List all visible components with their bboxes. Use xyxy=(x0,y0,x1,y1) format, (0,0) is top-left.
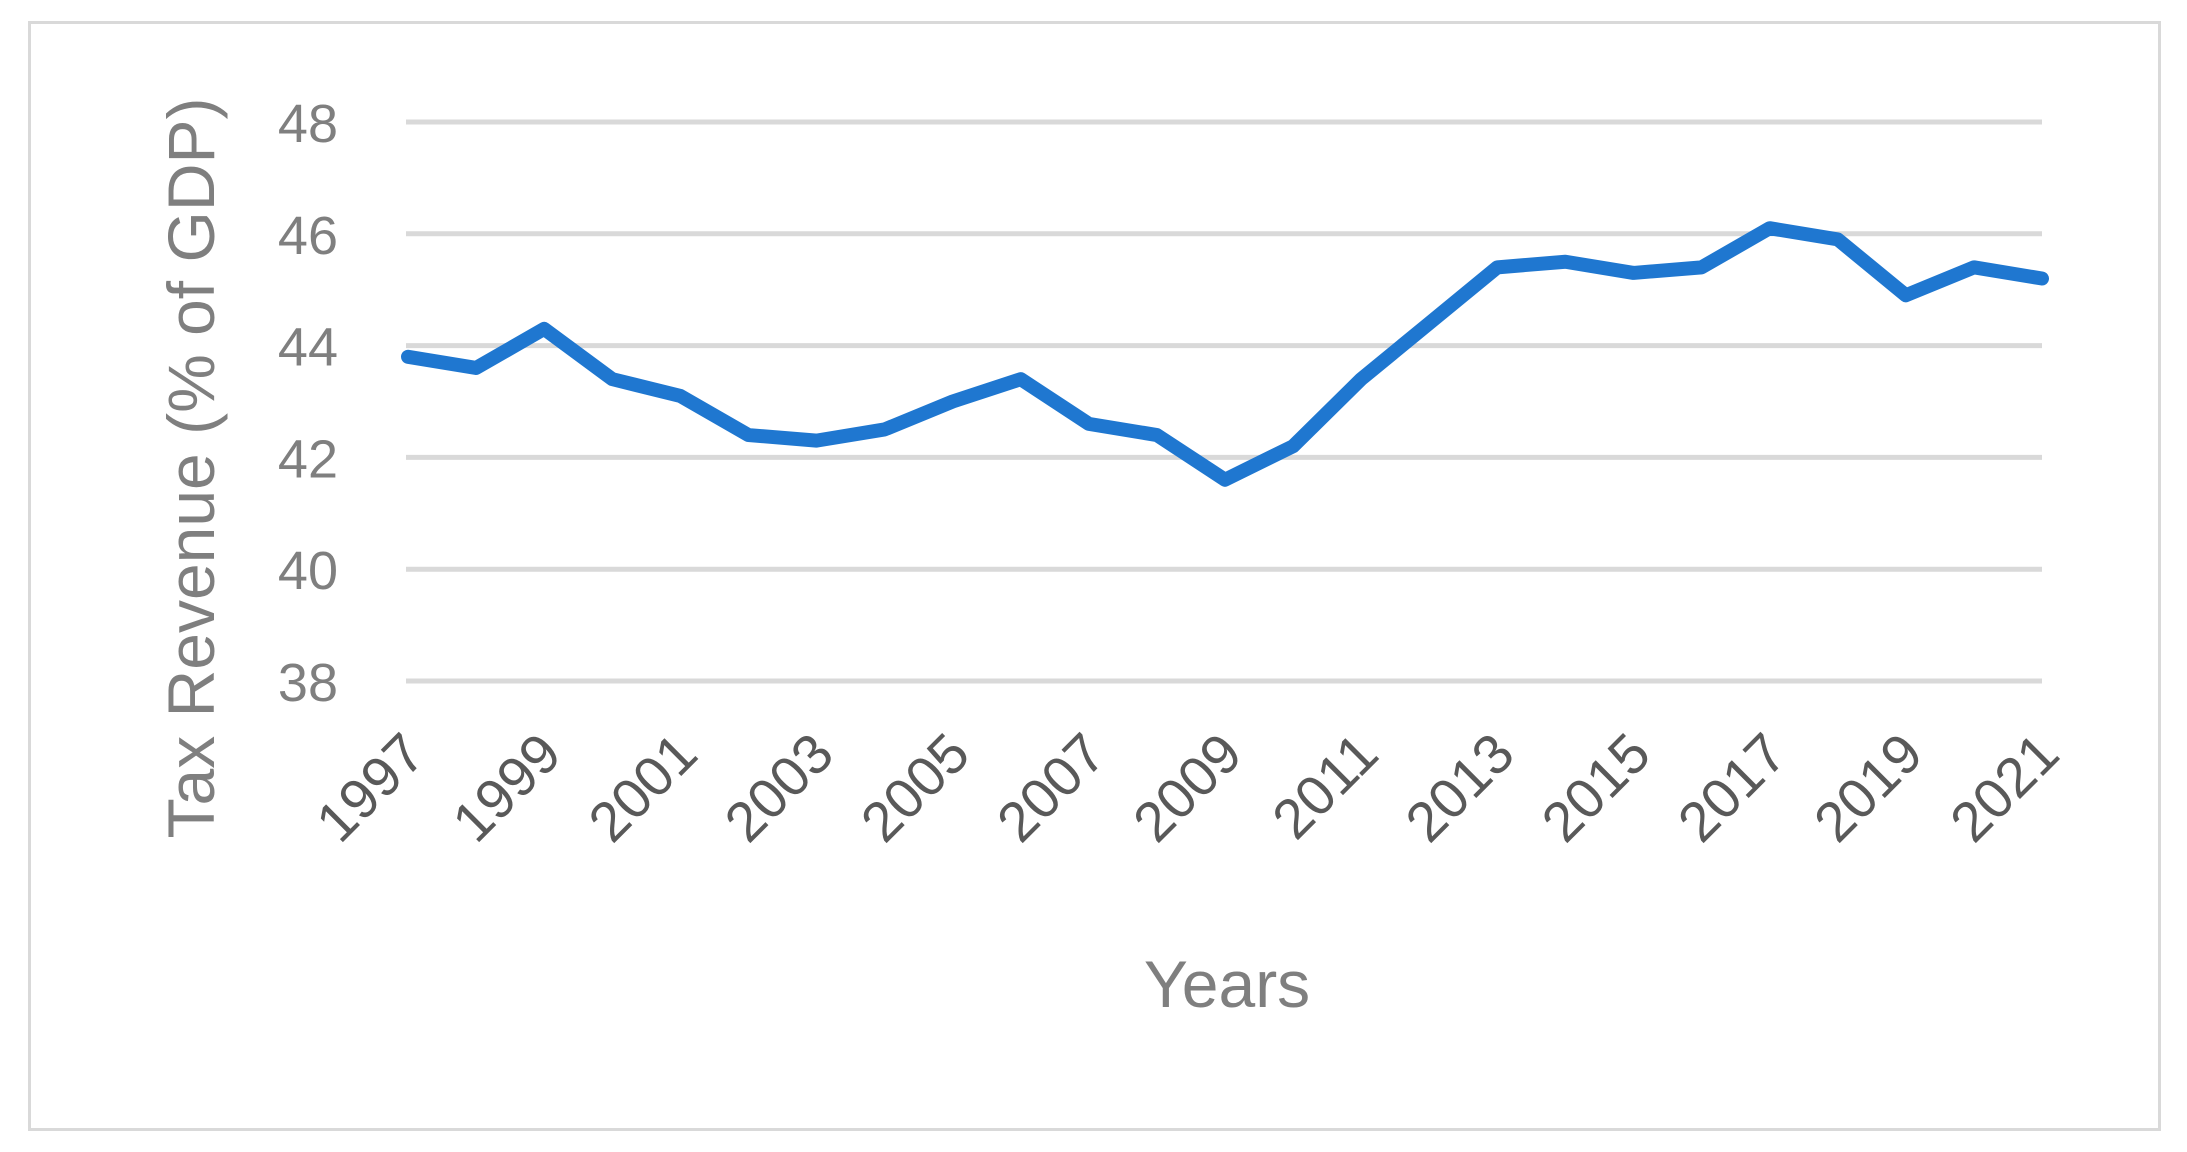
x-tick-label: 2001 xyxy=(576,721,709,854)
x-tick-label: 2003 xyxy=(712,721,845,854)
x-tick-label: 2017 xyxy=(1666,721,1799,854)
x-tick-label: 2007 xyxy=(985,721,1118,854)
x-tick-label: 2013 xyxy=(1393,721,1526,854)
x-tick-label: 2009 xyxy=(1121,721,1254,854)
x-tick-label: 1999 xyxy=(440,721,573,854)
x-tick-label: 2021 xyxy=(1938,721,2071,854)
y-tick-label: 48 xyxy=(278,94,338,154)
y-tick-label: 44 xyxy=(278,318,338,378)
x-axis-tick-labels: 1997 1999 2001 2003 2005 2007 2009 2011 2013 2015… xyxy=(304,721,2071,854)
series-line xyxy=(401,221,2049,487)
x-tick-label: 2005 xyxy=(849,721,982,854)
y-tick-label: 40 xyxy=(278,541,338,601)
gridlines xyxy=(406,119,2042,684)
y-tick-label: 38 xyxy=(278,653,338,713)
series-layer xyxy=(401,221,2049,487)
x-tick-label: 2015 xyxy=(1529,721,1662,854)
x-tick-label: 1997 xyxy=(304,721,437,854)
x-tick-label: 2011 xyxy=(1260,721,1390,851)
y-axis-title: Tax Revenue (% of GDP) xyxy=(154,98,228,839)
y-axis-tick-labels: 38 40 42 44 46 48 xyxy=(278,94,338,713)
x-tick-label: 2019 xyxy=(1802,721,1935,854)
y-tick-label: 42 xyxy=(278,429,338,489)
chart-frame xyxy=(28,21,2161,1131)
x-axis-title: Years xyxy=(1144,947,1310,1021)
y-tick-label: 46 xyxy=(278,206,338,266)
